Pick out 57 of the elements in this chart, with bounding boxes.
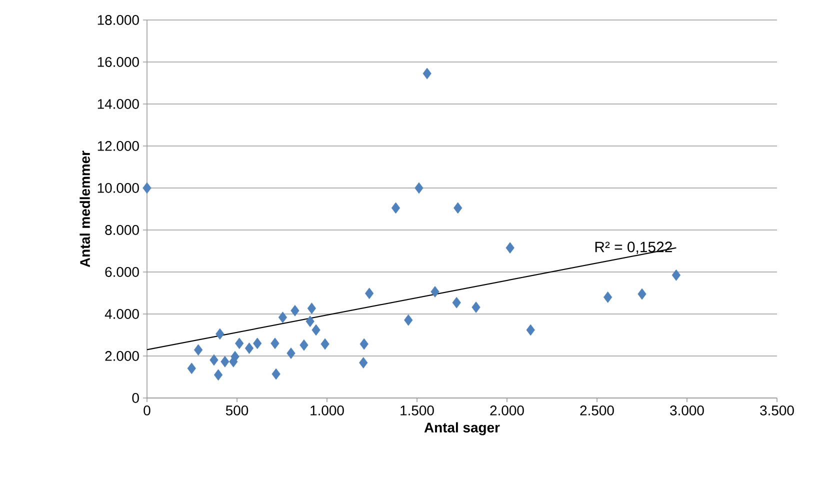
- point: [472, 302, 480, 313]
- point: [306, 316, 314, 328]
- y-tick-label: 12.000: [98, 141, 139, 151]
- point: [270, 338, 280, 350]
- point: [272, 368, 280, 380]
- y-axis-title: Antal medlemmer: [80, 150, 90, 268]
- point: [603, 292, 612, 303]
- y-tick-label: 4.000: [104, 309, 139, 319]
- point: [235, 338, 244, 350]
- point: [278, 312, 288, 324]
- annotation: R² = 0,1522: [595, 242, 672, 254]
- x-tick-label: 3.500: [760, 406, 794, 416]
- point: [526, 324, 535, 336]
- x-axis-title: Antal sager: [424, 422, 500, 436]
- point: [638, 288, 646, 300]
- x-tick-label: 500: [226, 406, 248, 416]
- y-tick-label: 10.000: [98, 183, 139, 193]
- point: [359, 357, 368, 368]
- point: [290, 304, 300, 316]
- y-tick-label: 18.000: [98, 15, 139, 25]
- point: [214, 369, 223, 381]
- point: [307, 302, 316, 314]
- y-tick-label: 0: [132, 393, 139, 403]
- y-tick-label: 2.000: [105, 351, 139, 361]
- point: [360, 338, 368, 350]
- point: [220, 356, 230, 368]
- x-tick-label: 2.000: [490, 406, 524, 416]
- y-tick-label: 14.000: [98, 99, 139, 109]
- point: [430, 286, 440, 298]
- point: [506, 242, 514, 254]
- point: [210, 354, 218, 366]
- x-tick-label: 1.000: [310, 406, 344, 416]
- point: [253, 338, 262, 350]
- x-tick-label: 1.500: [400, 406, 434, 416]
- point: [300, 339, 308, 351]
- point: [391, 202, 400, 214]
- point: [414, 182, 424, 194]
- y-tick-label: 8.000: [105, 225, 139, 235]
- point: [452, 296, 461, 308]
- point: [404, 314, 413, 326]
- point: [244, 342, 254, 354]
- point: [454, 202, 462, 214]
- point: [286, 348, 296, 359]
- point: [142, 182, 152, 194]
- y-tick-label: 16.000: [98, 57, 139, 67]
- y-tick-label: 6.000: [105, 267, 139, 277]
- point: [320, 338, 330, 350]
- point: [194, 344, 203, 356]
- point: [364, 288, 374, 300]
- point: [216, 328, 224, 340]
- x-tick-label: 3.000: [670, 406, 704, 416]
- point: [672, 269, 681, 281]
- point: [312, 324, 320, 336]
- x-tick-label: 0: [144, 406, 150, 416]
- point: [422, 68, 432, 80]
- x-tick-label: 2.500: [580, 406, 614, 416]
- point: [187, 362, 196, 374]
